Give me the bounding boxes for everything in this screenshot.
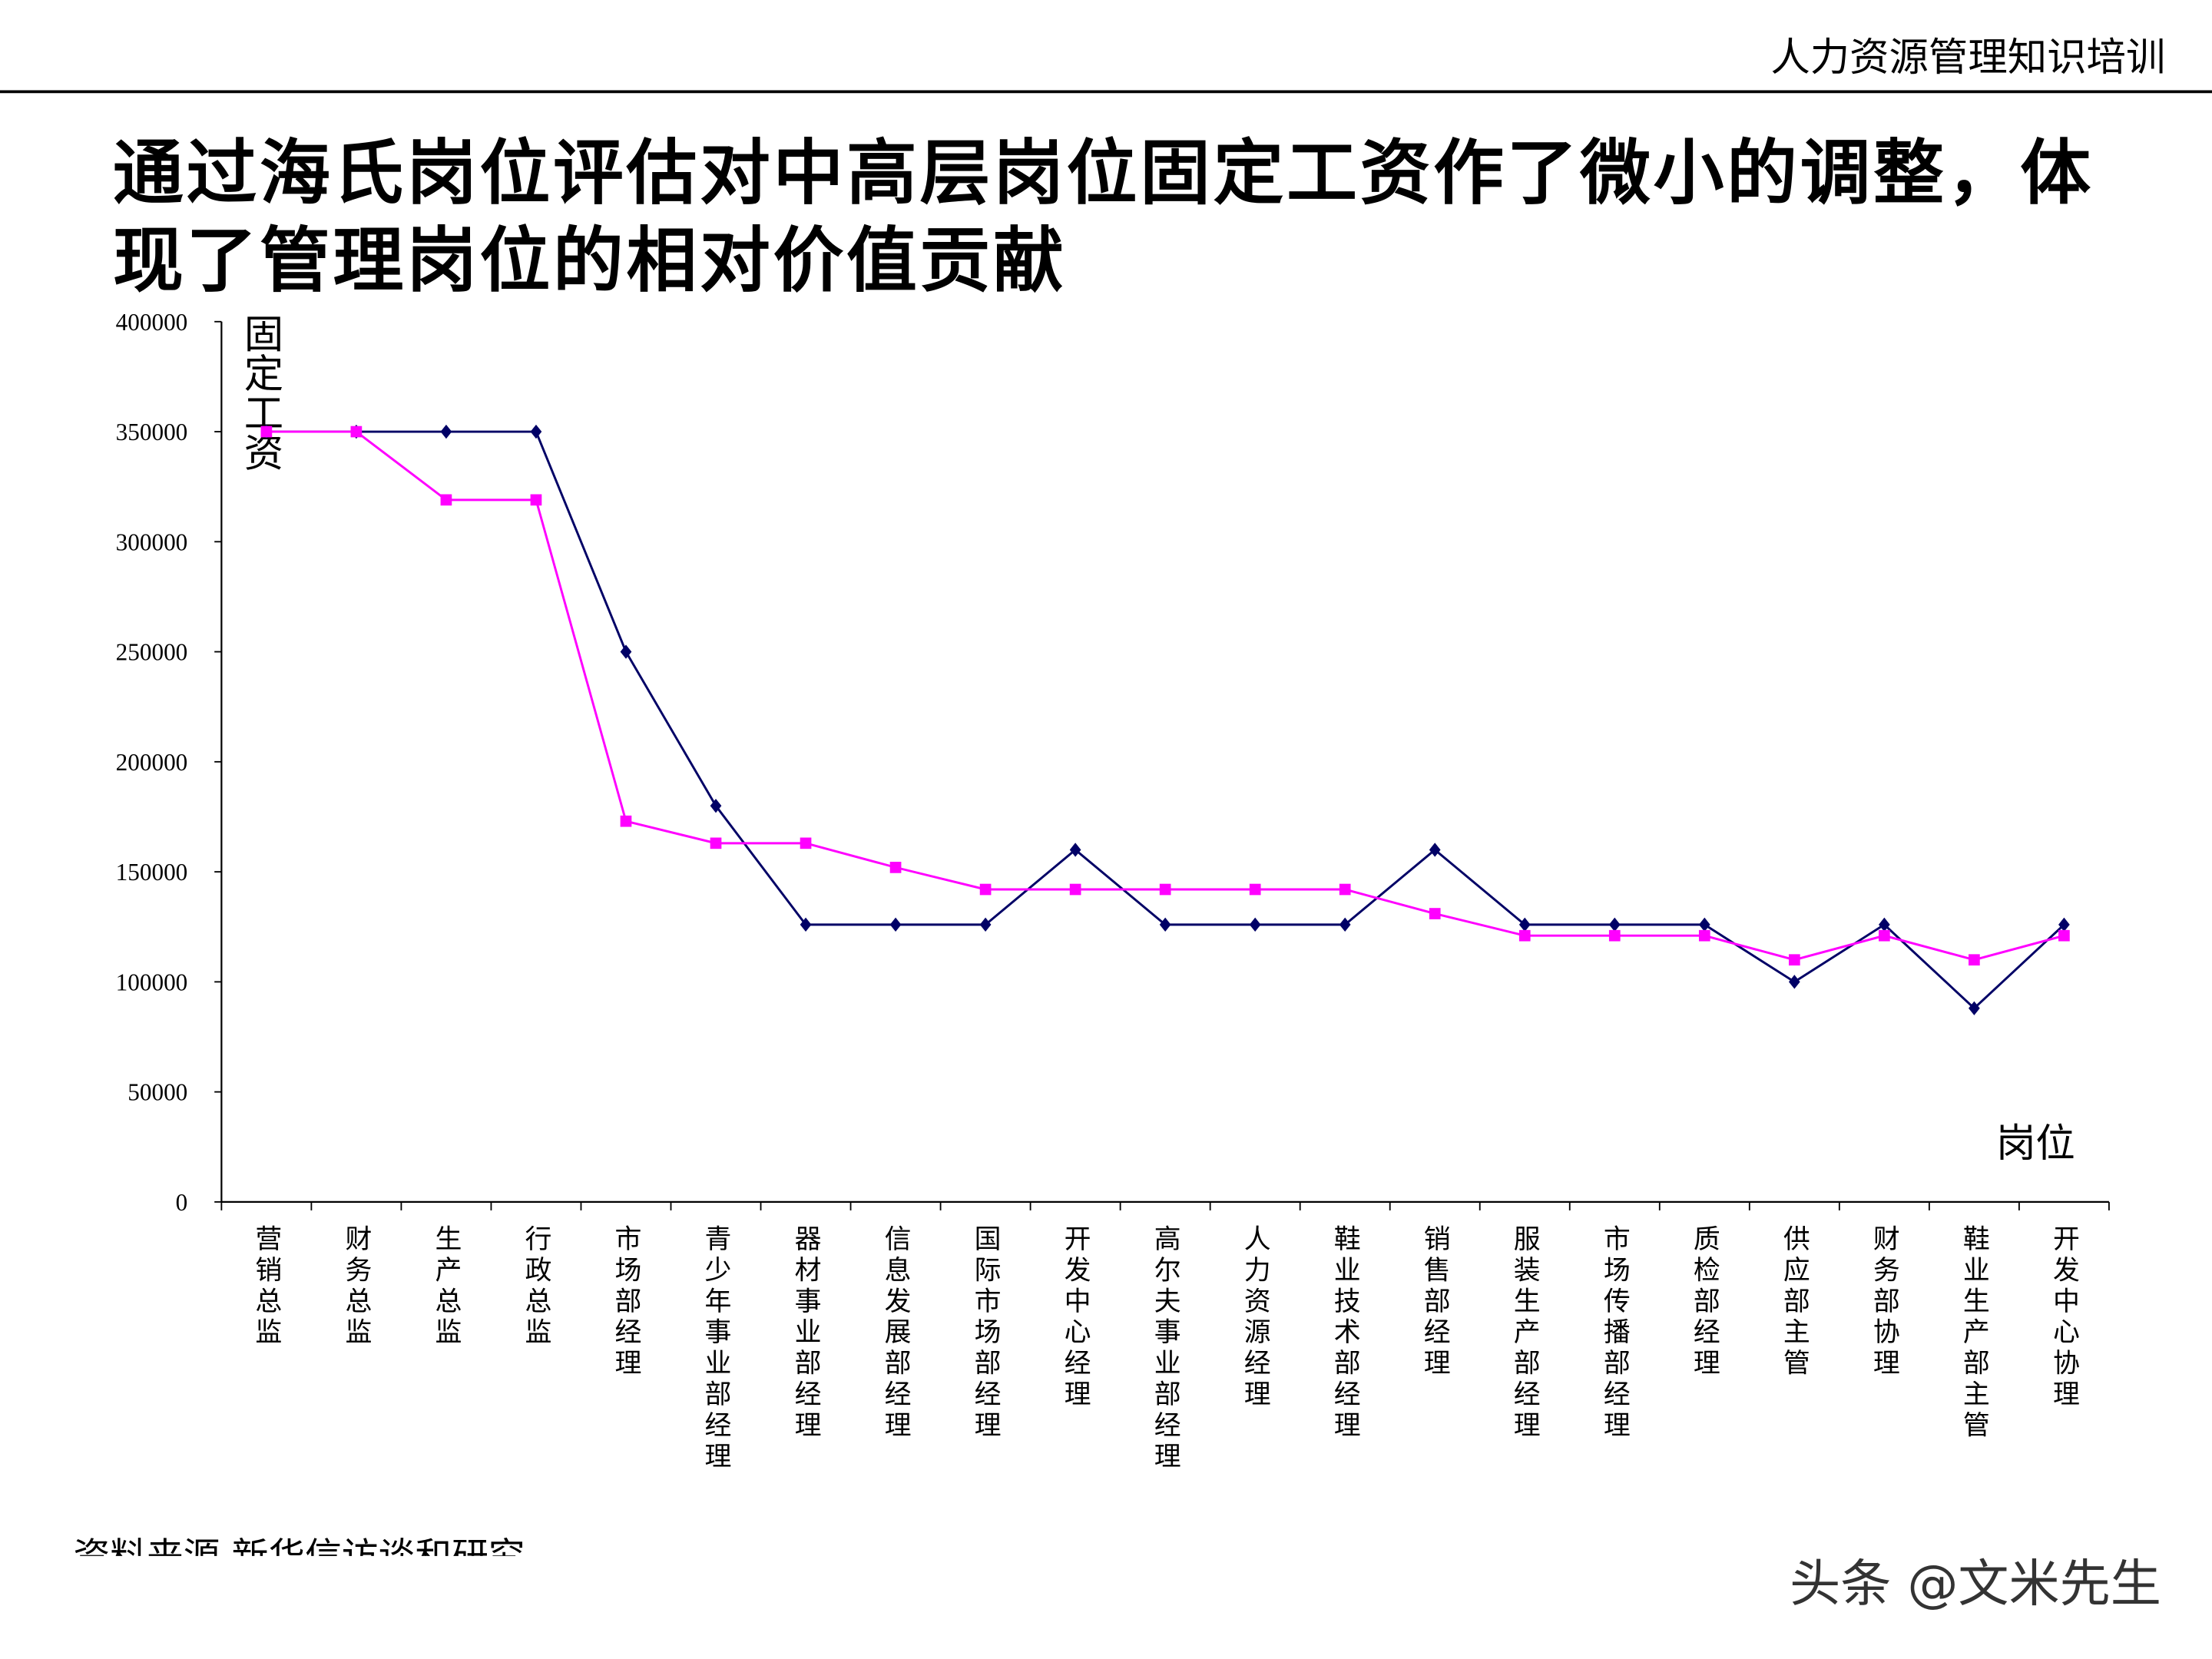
point-marker (1698, 917, 1710, 932)
point-marker (440, 424, 452, 439)
x-tick-label: 开发中心经理 (1060, 1224, 1091, 1410)
point-marker (1788, 954, 1800, 966)
point-marker (710, 837, 722, 849)
point-marker (260, 426, 273, 438)
point-marker (800, 837, 812, 849)
x-tick-label: 鞋业生产部主管 (1959, 1224, 1989, 1442)
y-tick-label: 250000 (116, 639, 188, 666)
x-axis-label: 岗位 (1996, 1121, 2075, 1167)
y-tick-label: 0 (176, 1189, 188, 1216)
point-marker (350, 426, 363, 438)
watermark: 头条 @文米先生 (1790, 1555, 2161, 1614)
header: 人力资源管理知识培训 (1770, 35, 2165, 81)
point-marker (1608, 917, 1621, 932)
x-tick-label: 财务部协理 (1869, 1224, 1899, 1379)
point-marker (620, 815, 632, 827)
y-tick-label: 400000 (116, 309, 188, 336)
x-tick-label: 信息发展部经理 (880, 1224, 911, 1442)
x-tick-label: 营销总监 (251, 1224, 282, 1349)
point-marker (1069, 883, 1081, 896)
x-tick-label: 销售部经理 (1419, 1224, 1450, 1379)
x-tick-label: 开发中心协理 (2048, 1224, 2079, 1410)
point-marker (1429, 843, 1441, 857)
point-marker (1698, 929, 1710, 942)
point-marker (1518, 929, 1531, 942)
point-marker (530, 424, 542, 439)
x-tick-label: 生产总监 (431, 1224, 462, 1349)
y-tick-label: 350000 (116, 419, 188, 445)
title-box: 通过海氏岗位评估对中高层岗位固定工资作了微小的调整，体现了管理岗位的相对价值贡献 (112, 132, 2094, 303)
y-tick-label: 300000 (116, 528, 188, 555)
point-marker (1069, 843, 1081, 857)
x-tick-label: 财务总监 (341, 1224, 372, 1349)
x-tick-label: 国际市场部经理 (970, 1224, 1001, 1442)
point-marker (1159, 917, 1171, 932)
x-tick-label: 供应部主管 (1779, 1224, 1810, 1379)
y-tick-label: 50000 (127, 1079, 187, 1106)
point-marker (979, 917, 992, 932)
x-tick-label: 市场传播部经理 (1599, 1224, 1630, 1442)
point-marker (1879, 917, 1890, 932)
point-marker (530, 494, 542, 506)
point-marker (1159, 883, 1171, 896)
point-marker (1249, 883, 1261, 896)
point-marker (2058, 917, 2070, 932)
point-marker (1969, 954, 1980, 966)
point-marker (1518, 917, 1531, 932)
point-marker (889, 917, 902, 932)
x-tick-label: 行政总监 (521, 1224, 551, 1349)
x-tick-label: 高尔夫事业部经理 (1150, 1224, 1181, 1472)
x-tick-label: 器材事业部经理 (790, 1224, 821, 1442)
point-marker (979, 883, 992, 896)
point-marker (1879, 929, 1890, 942)
point-marker (440, 494, 452, 506)
point-marker (1608, 929, 1621, 942)
series-line (266, 430, 2065, 962)
point-marker (1339, 883, 1351, 896)
source-note: 资料来源 新华信访谈和研究 (74, 1535, 525, 1578)
point-marker (800, 917, 812, 932)
x-tick-label: 服装生产部经理 (1509, 1224, 1540, 1442)
point-marker (1249, 917, 1261, 932)
point-marker (620, 644, 632, 659)
y-tick-label: 150000 (116, 859, 188, 886)
point-marker (1339, 917, 1351, 932)
point-marker (2058, 929, 2070, 942)
point-marker (889, 862, 902, 873)
x-tick-label: 青少年事业部经理 (700, 1224, 731, 1472)
x-tick-label: 市场部经理 (611, 1224, 641, 1379)
x-tick-label: 人力资源经理 (1240, 1224, 1270, 1410)
x-tick-label: 质检部经理 (1689, 1224, 1720, 1379)
point-marker (1969, 1001, 1980, 1015)
point-marker (1429, 908, 1441, 919)
x-tick-label: 鞋业技术部经理 (1330, 1224, 1360, 1442)
point-marker (1788, 975, 1800, 989)
title: 通过海氏岗位评估对中高层岗位固定工资作了微小的调整，体现了管理岗位的相对价值贡献 (112, 132, 2094, 303)
y-tick-label: 100000 (116, 969, 188, 995)
y-axis-label: 固定工资 (237, 313, 283, 472)
y-tick-label: 200000 (116, 749, 188, 776)
